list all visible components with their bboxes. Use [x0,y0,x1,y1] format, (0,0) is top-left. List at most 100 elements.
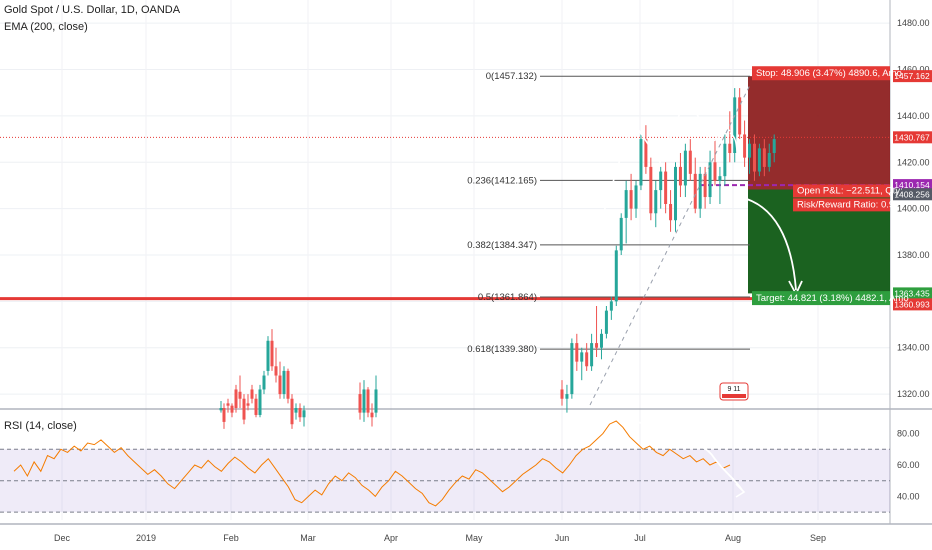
target-price-label-text: 1363.435 [894,288,930,298]
price-tick-label: 1380.00 [897,250,930,260]
candle-body [664,171,668,204]
rsi-tick-label: 60.00 [897,460,920,470]
head-shoulders-drawing [602,94,731,216]
candle-body [629,190,633,209]
pnl-label-text: Open P&L: −22.511, Qty: [797,185,903,196]
price-tick-label: 1320.00 [897,389,930,399]
candle-body [302,410,306,418]
candle-body [659,171,663,191]
price-tick-label: 1400.00 [897,204,930,214]
target-label-text: Target: 44.821 (3.18%) 4482.1, Amo [756,293,909,304]
candle-body [767,153,771,167]
candle-body [728,143,732,153]
candle-body [234,389,238,408]
pnl-label [793,184,890,198]
candle-body [683,150,687,186]
time-tick-label: Aug [725,533,741,543]
rsi-arrowhead [735,483,746,498]
candle-body [570,343,574,395]
ema-indicator-title[interactable]: EMA (200, close) [4,21,88,33]
candle-body [366,389,370,413]
candle-body [370,412,374,418]
candle-body [254,398,258,415]
candle-body [250,389,254,399]
time-tick-label: Jun [555,533,570,543]
candle-body [772,139,776,153]
candle-body [585,352,589,367]
price-tick-label: 1420.00 [897,157,930,167]
price-tick-label: 1440.00 [897,111,930,121]
rsi-tick-label: 80.00 [897,429,920,439]
candle-body [242,398,246,420]
candle-body [358,394,362,413]
candle-body [674,166,678,221]
projection-arrow [739,196,797,291]
stop-label-text: Stop: 48.906 (3.47%) 4890.6, Amo [756,68,902,79]
candle-body [246,403,250,406]
fib-level-label: 0(1457.132) [486,71,537,82]
candle-body [619,217,623,251]
symbol-title[interactable]: Gold Spot / U.S. Dollar, 1D, OANDA [4,4,181,16]
time-tick-label: Feb [223,533,239,543]
candle-body [278,375,282,395]
candle-body [698,173,702,209]
candle-body [262,375,266,390]
fib-level-label: 0.236(1412.165) [467,175,537,186]
entry-price-label-text: 1408.256 [894,189,930,199]
candle-body [688,150,692,174]
candle-body [639,139,643,186]
fib-level-label: 0.618(1339.380) [467,344,537,355]
time-axis[interactable]: Dec 2019 Feb Mar Apr May Jun Jul Aug Sep [54,533,826,543]
candle-body [258,389,262,415]
candle-body [298,408,302,418]
stop-price-label-text: 1457.162 [894,71,930,81]
stop-loss-zone [748,76,890,190]
candle-body [634,185,638,209]
candle-body [560,389,564,399]
support-price-label [893,298,932,311]
hand-drawings[interactable]: 9 11 [589,84,803,406]
candle-body [752,143,756,172]
last-price-label [893,131,932,144]
candle-body [748,143,752,158]
stop-price-label [893,70,932,83]
fibonacci-retracement[interactable]: 0(1457.132) 0.236(1412.165) 0.382(1384.347… [467,71,750,355]
candle-body [703,173,707,198]
candle-body [222,408,226,422]
candle-body [624,190,628,218]
candle-body [290,398,294,425]
time-tick-label: Apr [384,533,398,543]
time-tick-label: Sep [810,533,826,543]
target-label [752,291,890,306]
trend-line [589,84,751,406]
time-tick-label: 2019 [136,533,156,543]
candle-body [733,97,737,153]
stop-label [752,66,890,81]
position-zones [0,76,890,301]
event-badge-bar [722,394,746,398]
candle-body [294,408,298,413]
candle-body [678,166,682,186]
candle-body [565,394,569,399]
candle-body [238,391,242,399]
candle-body [738,97,742,135]
candle-body [286,370,290,399]
candle-body [374,389,378,413]
rsi-divergence-drawing [625,417,743,491]
candle-body [614,250,618,302]
candle-body [274,366,278,376]
candle-body [230,405,234,413]
fib-level-label: 0.5(1361.864) [478,292,537,303]
rsi-tick-label: 40.00 [897,491,920,501]
candle-body [718,176,722,181]
last-price-label-text: 1430.767 [894,132,930,142]
rr-label [793,198,890,212]
rsi-line [13,420,731,507]
candle-body [362,389,366,413]
candlestick-series [219,88,776,429]
candle-body [590,343,594,367]
candle-body [270,340,274,367]
rsi-indicator-title[interactable]: RSI (14, close) [4,420,77,432]
target-price-label [893,287,932,300]
